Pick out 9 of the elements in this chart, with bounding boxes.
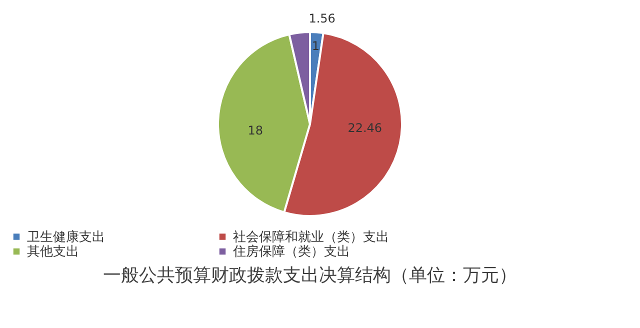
legend-label: 其他支出 [27,244,79,260]
legend-label: 社会保障和就业（类）支出 [233,230,389,245]
legend-label: 卫生健康支出 [27,230,105,245]
data-label: 22.46 [348,120,382,135]
data-label: 1.56 [308,12,336,26]
data-label: 18 [248,123,264,138]
data-label: 1 [312,39,320,54]
legend-label: 住房保障（类）支出 [232,244,350,260]
text: 一般公共预算财政拨款支出决算结构（单位：万元） [103,265,517,286]
